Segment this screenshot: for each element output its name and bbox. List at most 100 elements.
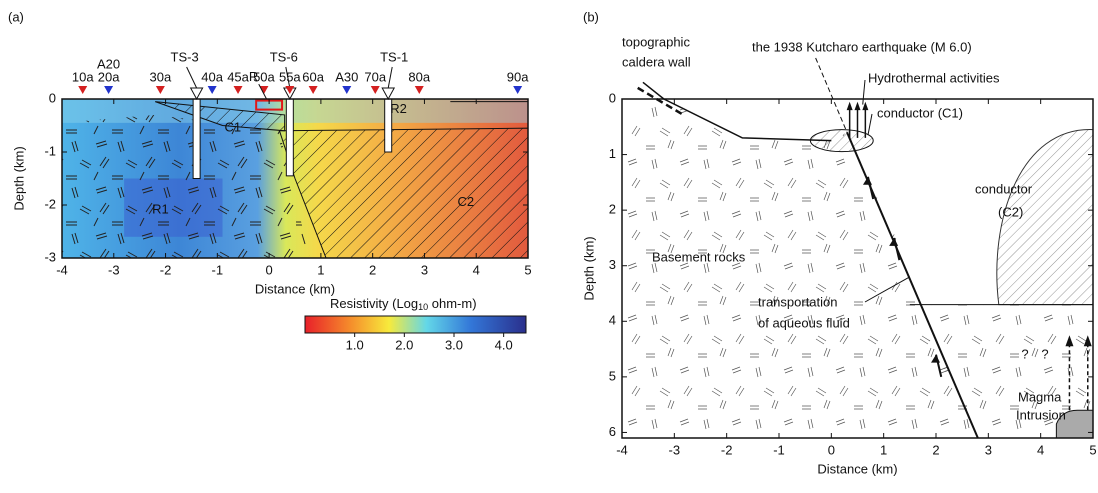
x-tick-label: 1 — [317, 262, 324, 277]
y-axis-label: Depth (km) — [11, 146, 26, 210]
station-label: 60a — [302, 69, 324, 84]
well-label: TS-6 — [270, 49, 298, 64]
leader — [867, 113, 873, 136]
x-tick-label: -4 — [56, 262, 68, 277]
station-marker — [155, 86, 165, 94]
hydro-arrow-head — [846, 101, 853, 111]
x-tick-label: 3 — [985, 442, 992, 457]
well-label: TS-1 — [380, 49, 408, 64]
well-leader — [285, 66, 291, 89]
y-tick-label: -1 — [44, 143, 56, 158]
station-marker — [207, 86, 217, 94]
r-arrow — [258, 83, 267, 100]
x-tick-label: -1 — [773, 442, 785, 457]
fluid-arrow-head — [862, 176, 872, 185]
x-tick-label: 2 — [369, 262, 376, 277]
station-label: 20a — [98, 69, 120, 84]
x-tick-label: -4 — [616, 442, 628, 457]
station-label: 70a — [364, 69, 386, 84]
basement-rocks — [909, 304, 1093, 438]
magma-arrow-head — [1065, 335, 1074, 347]
magma-intrusion — [1055, 409, 1094, 439]
station-marker — [308, 86, 318, 94]
y-tick-label: 5 — [609, 368, 616, 383]
station-marker — [259, 86, 269, 94]
y-tick-label: 1 — [609, 146, 616, 161]
y-tick-label: -2 — [44, 196, 56, 211]
station-marker — [342, 86, 352, 94]
annotation: ? — [1021, 346, 1028, 361]
y-tick-label: -3 — [44, 249, 56, 264]
station-marker — [104, 86, 114, 94]
annotation: (C2) — [998, 204, 1023, 219]
x-tick-label: -3 — [108, 262, 120, 277]
station-label: 80a — [408, 69, 430, 84]
basement-rocks — [622, 99, 989, 438]
fluid-arrow-head — [889, 237, 899, 246]
x-tick-label: 5 — [524, 262, 531, 277]
x-tick-label: -2 — [160, 262, 172, 277]
hydro-arrow-head — [854, 101, 861, 111]
station-label: A30 — [335, 69, 358, 84]
region-label: C2 — [458, 194, 475, 209]
x-tick-label: -2 — [721, 442, 733, 457]
well-leader — [186, 66, 198, 89]
station-marker — [414, 86, 424, 94]
annotation: conductor — [975, 181, 1033, 196]
caldera-dash — [637, 86, 686, 117]
station-label: 55a — [279, 69, 301, 84]
y-tick-label: 0 — [609, 90, 616, 105]
colorbar-tick-label: 2.0 — [395, 337, 413, 352]
y-tick-label: 4 — [609, 313, 616, 328]
x-tick-label: 1 — [880, 442, 887, 457]
leader — [864, 276, 911, 303]
x-tick-label: 0 — [265, 262, 272, 277]
x-axis-label: Distance (km) — [255, 281, 335, 296]
annotation: conductor (C1) — [877, 105, 963, 120]
well — [285, 98, 294, 177]
y-tick-label: 6 — [609, 424, 616, 439]
x-tick-label: 4 — [473, 262, 480, 277]
region-label: C1 — [225, 120, 242, 135]
caldera-wall — [642, 81, 832, 142]
station-marker — [233, 86, 243, 94]
station-label: 40a — [201, 69, 223, 84]
colorbar-title: Resistivity (Log10 ohm-m) — [330, 296, 477, 312]
colorbar-title-part: Resistivity (Log — [330, 296, 418, 311]
y-tick-label: 3 — [609, 257, 616, 272]
annotation: transportation — [758, 294, 838, 309]
conductor-c2 — [996, 129, 1094, 306]
colorbar-tick-label: 1.0 — [346, 337, 364, 352]
x-tick-label: 2 — [932, 442, 939, 457]
station-marker — [285, 86, 295, 94]
x-tick-label: -1 — [212, 262, 224, 277]
annotation: Magma — [1018, 389, 1062, 404]
colorbar — [304, 315, 527, 334]
station-marker — [513, 86, 523, 94]
annotation: the 1938 Kutcharo earthquake (M 6.0) — [752, 39, 972, 54]
station-marker — [370, 86, 380, 94]
colorbar-tick-label: 3.0 — [445, 337, 463, 352]
y-tick-label: 2 — [609, 202, 616, 217]
x-axis-label: Distance (km) — [817, 461, 897, 476]
fluid-arrow-head — [931, 354, 940, 363]
station-label: 90a — [507, 69, 529, 84]
annotation: Hydrothermal activities — [868, 70, 1000, 85]
hydro-arrow-head — [862, 101, 869, 111]
x-tick-label: -3 — [669, 442, 681, 457]
station-marker — [78, 86, 88, 94]
well-label: TS-3 — [171, 49, 199, 64]
region-label: R2 — [390, 101, 407, 116]
colorbar-title-sub: 10 — [418, 302, 428, 312]
station-label: 30a — [150, 69, 172, 84]
x-tick-label: 3 — [421, 262, 428, 277]
x-tick-label: 0 — [828, 442, 835, 457]
well — [192, 98, 201, 179]
colorbar-tick-label: 4.0 — [495, 337, 513, 352]
y-tick-label: 0 — [49, 90, 56, 105]
annotation: topographic — [622, 34, 690, 49]
well-head — [381, 87, 396, 101]
annotation: of aqueous fluid — [758, 315, 850, 330]
station-label: A20 — [97, 56, 120, 71]
well-leader — [387, 66, 393, 89]
